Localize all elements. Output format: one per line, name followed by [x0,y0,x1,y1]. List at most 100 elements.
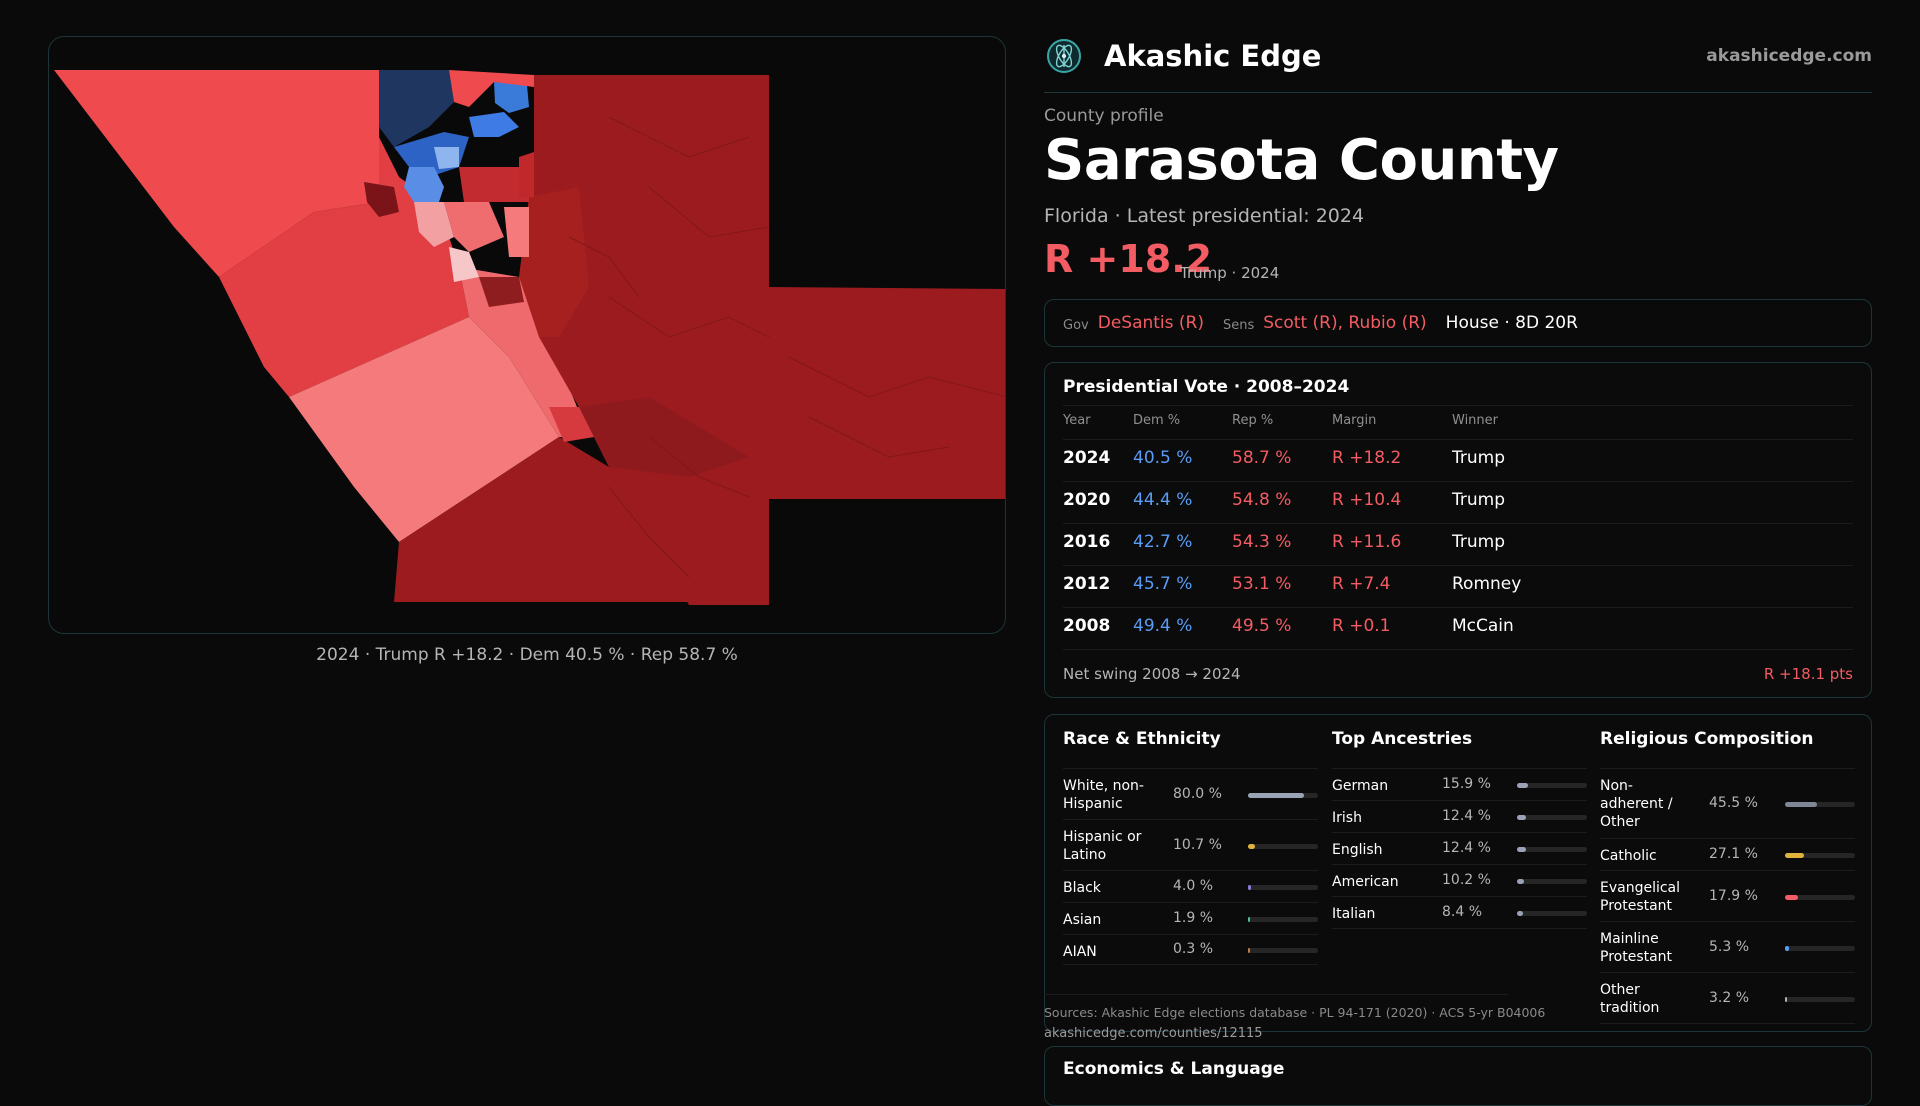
list-item: Non-adherent / Other 45.5 % [1600,769,1855,839]
list-item: Hispanic or Latino 10.7 % [1063,820,1318,871]
progress-track [1517,879,1587,884]
presidential-vote-card: Presidential Vote · 2008–2024 Year Dem %… [1044,362,1872,698]
page-title: Sarasota County [1044,128,1559,193]
progress-fill [1785,996,1788,1002]
economics-card: Economics & Language [1044,1046,1872,1106]
list-item: American 10.2 % [1332,865,1587,897]
progress-track [1248,948,1318,953]
progress-track [1517,815,1587,820]
col-header-year: Year [1063,413,1091,428]
progress-track [1785,853,1855,858]
col-header-margin: Margin [1332,413,1377,428]
divider [1063,439,1853,440]
list-item: Evangelical Protestant 17.9 % [1600,871,1855,922]
item-value: 27.1 % [1709,846,1758,862]
progress-track [1248,792,1318,798]
precinct[interactable] [519,187,589,337]
precinct[interactable] [219,137,469,397]
progress-track [1785,945,1855,951]
demographics-card: Race & Ethnicity White, non-Hispanic 80.0… [1044,714,1872,1032]
row-dem: 45.7 % [1133,574,1193,594]
list-item: Mainline Protestant 5.3 % [1600,922,1855,973]
precinct[interactable] [434,147,459,169]
item-label: Italian [1332,906,1376,922]
item-value: 1.9 % [1173,910,1214,926]
item-label: Catholic [1600,848,1657,864]
item-label: Mainline Protestant [1600,931,1673,965]
precinct[interactable] [449,247,479,282]
governor: DeSantis (R) [1097,313,1204,333]
county-map[interactable] [48,36,1006,634]
precinct[interactable] [459,167,529,202]
item-value: 45.5 % [1709,795,1758,811]
row-year: 2012 [1063,574,1111,594]
precinct[interactable] [54,70,379,277]
brand-name[interactable]: Akashic Edge [1104,39,1322,73]
atom-icon [1047,39,1081,73]
precinct[interactable] [414,202,454,247]
precinct[interactable] [529,75,1006,605]
precinct[interactable] [504,207,529,257]
progress-fill [1517,783,1529,788]
progress-fill [1248,885,1251,890]
item-label: Evangelical Protestant [1600,880,1681,914]
list-item: German 15.9 % [1332,769,1587,801]
precinct-map[interactable] [49,37,1006,634]
brand-url-link[interactable]: akashicedge.com [1706,46,1872,66]
precinct[interactable] [289,317,559,542]
item-value: 15.9 % [1442,776,1491,792]
row-year: 2020 [1063,490,1111,510]
precinct[interactable] [549,407,594,442]
row-dem: 49.4 % [1133,616,1193,636]
officials-bar: Gov DeSantis (R) Sens Scott (R), Rubio (… [1044,299,1872,347]
row-year: 2008 [1063,616,1111,636]
precinct[interactable] [494,82,529,113]
progress-track [1517,783,1587,788]
item-value: 12.4 % [1442,808,1491,824]
precinct[interactable] [444,202,504,252]
col-header-winner: Winner [1452,413,1499,428]
progress-fill [1517,847,1526,852]
brand-header: Akashic Edge akashicedge.com [1044,36,1872,93]
divider [1063,405,1853,406]
precinct[interactable] [519,152,534,197]
precinct[interactable] [459,267,589,437]
item-label: White, non-Hispanic [1063,778,1144,812]
item-value: 80.0 % [1173,785,1222,802]
progress-fill [1248,948,1250,953]
row-margin: R +10.4 [1332,490,1402,510]
economics-title: Economics & Language [1063,1059,1285,1079]
precinct[interactable] [469,112,519,137]
precinct[interactable] [449,70,534,107]
row-margin: R +0.1 [1332,616,1391,636]
headline-margin-note: Trump · 2024 [1180,264,1280,282]
list-item: Irish 12.4 % [1332,801,1587,833]
precinct[interactable] [579,397,749,477]
table-row: 2012 45.7 % 53.1 % R +7.4 Romney [1063,566,1853,608]
precinct[interactable] [404,167,444,202]
row-year: 2016 [1063,532,1111,552]
precinct[interactable] [479,277,524,307]
item-label: German [1332,778,1389,794]
row-rep: 54.3 % [1232,532,1292,552]
item-label: Asian [1063,912,1102,928]
list-item: Italian 8.4 % [1332,897,1587,929]
precinct[interactable] [364,182,399,217]
county-profile-eyebrow: County profile [1044,106,1164,126]
table-row: 2008 49.4 % 49.5 % R +0.1 McCain [1063,608,1853,650]
progress-track [1517,847,1587,852]
county-permalink[interactable]: akashicedge.com/counties/12115 [1044,1026,1263,1041]
item-label: AIAN [1063,944,1097,960]
item-label: Black [1063,880,1101,896]
precinct[interactable] [379,70,454,147]
item-value: 17.9 % [1709,887,1758,904]
row-winner: Trump [1452,532,1506,552]
row-rep: 58.7 % [1232,448,1292,468]
row-dem: 44.4 % [1133,490,1193,510]
item-value: 5.3 % [1709,938,1750,955]
gov-label: Gov [1063,317,1089,333]
item-label: Irish [1332,810,1362,826]
row-rep: 53.1 % [1232,574,1292,594]
row-margin: R +18.2 [1332,448,1402,468]
table-row: 2024 40.5 % 58.7 % R +18.2 Trump [1063,440,1853,482]
